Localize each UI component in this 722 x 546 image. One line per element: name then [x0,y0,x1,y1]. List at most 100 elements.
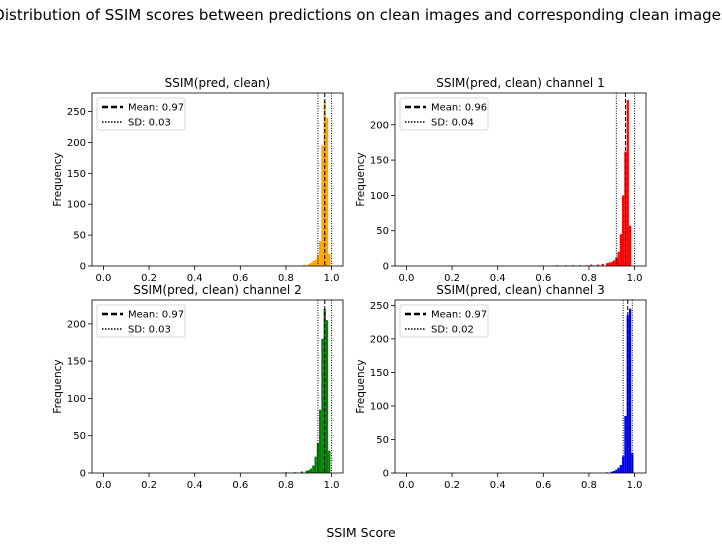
histogram-bar [628,308,632,473]
y-tick-label: 100 [370,191,389,202]
histogram-bar [307,470,310,473]
x-tick-label: 0.6 [232,273,248,284]
histogram-bar [610,471,613,473]
legend-mean-label: Mean: 0.97 [128,103,184,114]
x-tick-label: 0.6 [535,273,551,284]
figure-xlabel: SSIM Score [326,525,396,540]
figure-suptitle: Distribution of SSIM scores between pred… [0,6,722,24]
histogram-bar [608,262,611,266]
chart-title: SSIM(pred, clean) channel 2 [133,283,301,297]
x-tick-label: 0.8 [581,273,597,284]
histogram-bar [303,264,306,266]
chart-panel-4: SSIM(pred, clean) channel 3 0.0 0.2 0.4 0.6 0… [355,283,647,491]
y-tick-label: 200 [370,334,389,345]
x-tick-label: 0.2 [444,480,460,491]
histogram-bar [321,338,324,473]
x-tick-label: 1.0 [324,273,340,284]
histogram-bar [314,456,317,473]
chart-panel-2: SSIM(pred, clean) channel 1 0.0 0.2 0.4 0.6 0… [355,76,647,284]
y-tick-label: 0 [80,262,86,273]
histogram-bar [305,470,308,473]
y-tick-label: 250 [67,107,86,118]
x-tick-label: 0.6 [232,480,248,491]
legend-mean-label: Mean: 0.97 [431,310,487,321]
histogram-bar [325,320,329,473]
y-tick-label: 50 [73,231,86,242]
y-tick-label: 50 [376,226,389,237]
y-tick-label: 100 [67,394,86,405]
histogram-bar [626,100,629,267]
x-tick-label: 0.2 [141,273,157,284]
x-tick-label: 0.6 [535,480,551,491]
histogram-bar [624,416,627,473]
histogram-bar [316,254,320,266]
axes-frame [91,92,344,267]
x-tick-label: 0.2 [141,480,157,491]
x-tick-label: 0.4 [187,273,203,284]
x-tick-label: 0.4 [187,480,203,491]
histogram-bar [612,260,616,266]
histogram-bar [314,259,317,266]
histogram-bar [321,145,324,266]
chart-title: SSIM(pred, clean) [165,76,271,90]
histogram-bar [610,261,613,266]
axes-frame [91,299,344,474]
y-tick-label: 0 [80,469,86,480]
y-tick-label: 150 [67,169,86,180]
histogram-bar [312,261,315,266]
axes-frame [394,299,647,474]
chart-panels: SSIM(pred, clean) 0.0 0.2 0.4 0.6 0.8 1.0 0 50 10… [52,76,647,491]
x-tick-label: 0.2 [444,273,460,284]
legend-mean-label: Mean: 0.97 [128,310,184,321]
histogram-bar [590,264,593,266]
y-tick-label: 150 [67,357,86,368]
legend-box [96,97,186,131]
x-tick-label: 0.8 [581,480,597,491]
histogram-bar [325,117,329,266]
y-tick-label: 150 [370,368,389,379]
x-tick-label: 0.8 [278,480,294,491]
histogram-bar [319,241,322,266]
legend-box [399,304,489,338]
chart-title: SSIM(pred, clean) channel 3 [436,283,604,297]
histogram-bar [328,450,331,473]
chart-panel-3: SSIM(pred, clean) channel 2 0.0 0.2 0.4 0.6 0… [52,283,344,491]
histogram-bar [628,225,632,266]
y-tick-label: 0 [383,262,389,273]
y-axis-label: Frequency [52,359,64,413]
legend-sd-label: SD: 0.03 [128,118,171,129]
histogram-bar [622,456,625,473]
y-tick-label: 50 [376,435,389,446]
histogram-bar [312,465,315,473]
x-tick-label: 1.0 [627,480,643,491]
chart-title: SSIM(pred, clean) channel 1 [436,76,604,90]
legend-sd-label: SD: 0.04 [431,118,474,129]
y-tick-label: 150 [370,156,389,167]
x-tick-label: 0.0 [398,480,414,491]
histogram-bar [328,253,331,266]
x-tick-label: 1.0 [627,273,643,284]
histogram-bar [617,251,620,266]
histogram-bar [601,263,604,266]
histogram-bar [615,469,618,473]
histogram-bar [619,464,623,473]
histogram-bar [319,409,322,473]
histogram-bar [596,264,600,266]
legend-sd-label: SD: 0.03 [128,325,171,336]
y-tick-label: 0 [383,469,389,480]
histogram-bar [606,263,609,266]
y-axis-label: Frequency [355,359,367,413]
histogram-bar [619,234,623,266]
legend-mean-label: Mean: 0.96 [431,103,487,114]
histogram-bar [612,470,616,473]
x-tick-label: 0.8 [278,273,294,284]
y-axis-label: Frequency [355,152,367,206]
legend-box [96,304,186,338]
y-tick-label: 250 [370,301,389,312]
y-tick-label: 100 [370,401,389,412]
x-tick-label: 0.4 [490,273,506,284]
histogram-bar [615,257,618,266]
histogram-bar [626,315,629,473]
histogram-bar [309,468,313,473]
